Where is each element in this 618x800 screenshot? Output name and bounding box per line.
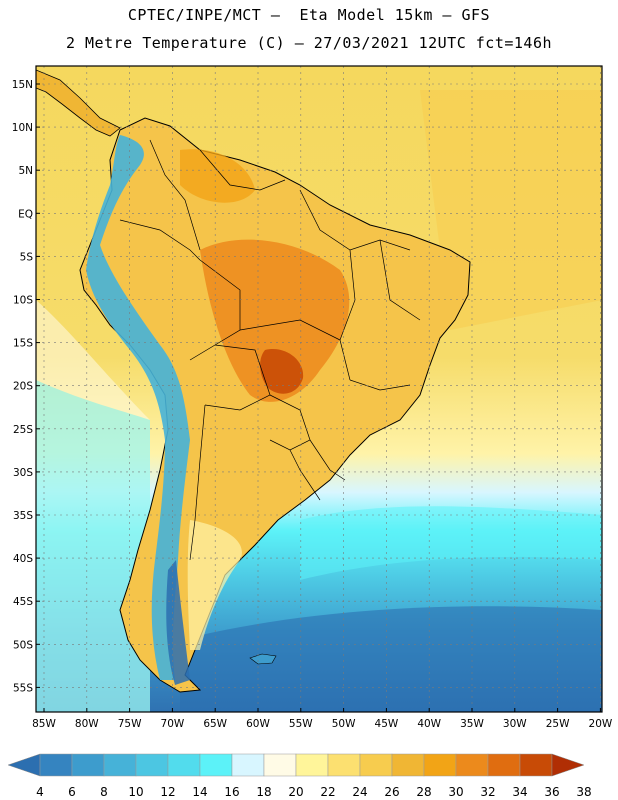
lon-label: 45W — [375, 718, 399, 730]
brazil-states-east — [379, 239, 421, 321]
legend-label: 28 — [416, 785, 431, 799]
legend-label: 14 — [192, 785, 207, 799]
legend-swatch — [103, 753, 137, 777]
legend-swatch — [263, 753, 297, 777]
legend-label: 18 — [256, 785, 271, 799]
legend-label: 30 — [448, 785, 463, 799]
legend-swatch — [199, 753, 233, 777]
lon-label: 70W — [161, 718, 185, 730]
latitude-labels: 15N 10N 5N EQ 5S 10S 15S 20S 25S 30S 35S 40S 45S 50S 5… — [12, 79, 40, 694]
longitude-labels: 85W 80W 75W 70W 65W 60W 55W 50W 45W 40W 35W 30W 25W 2… — [32, 708, 613, 730]
legend-swatch — [423, 753, 457, 777]
lon-label: 65W — [203, 718, 227, 730]
legend-swatch — [71, 753, 105, 777]
legend-swatch — [391, 753, 425, 777]
legend-swatch — [327, 753, 361, 777]
legend-swatch — [135, 753, 169, 777]
legend-label: 34 — [512, 785, 527, 799]
north-warm-area — [180, 149, 255, 203]
legend-label: 26 — [384, 785, 399, 799]
pantanal-hot-spot — [260, 349, 304, 394]
lon-label: 60W — [246, 718, 270, 730]
lat-label: 20S — [13, 381, 33, 393]
colombia-border — [149, 139, 201, 251]
patagonian-andes — [166, 560, 190, 685]
legend-low-arrow — [7, 753, 41, 777]
andes-cold-strip — [86, 135, 190, 680]
map-title-line1: CPTEC/INPE/MCT – Eta Model 15km – GFS — [127, 6, 491, 24]
lon-label: 50W — [332, 718, 356, 730]
legend-swatch — [295, 753, 329, 777]
lat-label: 5S — [20, 251, 34, 263]
legend-swatch — [39, 753, 73, 777]
legend-swatch — [519, 753, 553, 777]
lon-label: 40W — [417, 718, 441, 730]
legend-label: 12 — [160, 785, 175, 799]
lat-label: 25S — [13, 424, 33, 436]
interior-hot-core — [200, 239, 350, 402]
lon-label: 85W — [32, 718, 56, 730]
south-atlantic-cold-tongue — [300, 506, 602, 580]
legend-label: 32 — [480, 785, 495, 799]
map-title-line2: 2 Metre Temperature (C) – 27/03/2021 12U… — [65, 34, 553, 52]
brazil-states-west — [239, 319, 341, 341]
brazil-states-southeast — [349, 379, 411, 391]
lat-lon-grid — [36, 66, 602, 712]
country-borders — [119, 139, 421, 561]
legend-label: 8 — [100, 785, 108, 799]
lon-label: 25W — [546, 718, 570, 730]
lat-label: 15S — [13, 338, 33, 350]
legend-swatch — [487, 753, 521, 777]
lat-label: 45S — [13, 596, 33, 608]
lat-label: EQ — [18, 208, 33, 220]
lon-label: 80W — [75, 718, 99, 730]
ecuador-peru-border — [119, 219, 201, 261]
lat-label: 55S — [13, 682, 33, 694]
lat-label: 40S — [13, 553, 33, 565]
brazil-uruguay-border — [309, 439, 346, 481]
legend-label: 20 — [288, 785, 303, 799]
lat-label: 50S — [13, 639, 33, 651]
legend-swatch — [359, 753, 393, 777]
legend-high-arrow — [551, 753, 585, 777]
southern-ocean-cold — [180, 606, 602, 712]
legend-label: 22 — [320, 785, 335, 799]
color-legend: 4 6 8 10 12 14 16 18 20 22 24 26 28 30 32 34 36 38 — [7, 753, 592, 799]
legend-label: 38 — [576, 785, 591, 799]
argentina-uruguay-border — [289, 449, 321, 501]
lat-label: 15N — [12, 79, 33, 91]
lat-label: 35S — [13, 510, 33, 522]
legend-label: 36 — [544, 785, 559, 799]
lat-label: 10N — [12, 122, 33, 134]
lon-label: 30W — [503, 718, 527, 730]
lon-label: 75W — [118, 718, 142, 730]
lat-label: 30S — [13, 467, 33, 479]
legend-label: 10 — [128, 785, 143, 799]
lon-label: 55W — [289, 718, 313, 730]
chile-argentina-border — [189, 404, 206, 561]
lat-label: 5N — [18, 165, 33, 177]
legend-label: 16 — [224, 785, 239, 799]
pacific-cold-band — [36, 380, 150, 712]
legend-swatch — [455, 753, 489, 777]
map-frame — [35, 65, 603, 713]
central-america — [36, 69, 121, 137]
map-field — [36, 66, 602, 712]
legend-label: 24 — [352, 785, 367, 799]
lon-label: 35W — [460, 718, 484, 730]
venezuela-border — [199, 149, 286, 191]
lat-label: 10S — [13, 295, 33, 307]
brazil-states-central — [339, 249, 356, 381]
falkland-islands — [249, 653, 277, 665]
lon-label: 20W — [589, 718, 613, 730]
legend-label: 4 — [36, 785, 44, 799]
legend-label: 6 — [68, 785, 76, 799]
legend-swatch — [231, 753, 265, 777]
legend-swatch — [167, 753, 201, 777]
patagonia-cool-interior — [187, 520, 242, 650]
